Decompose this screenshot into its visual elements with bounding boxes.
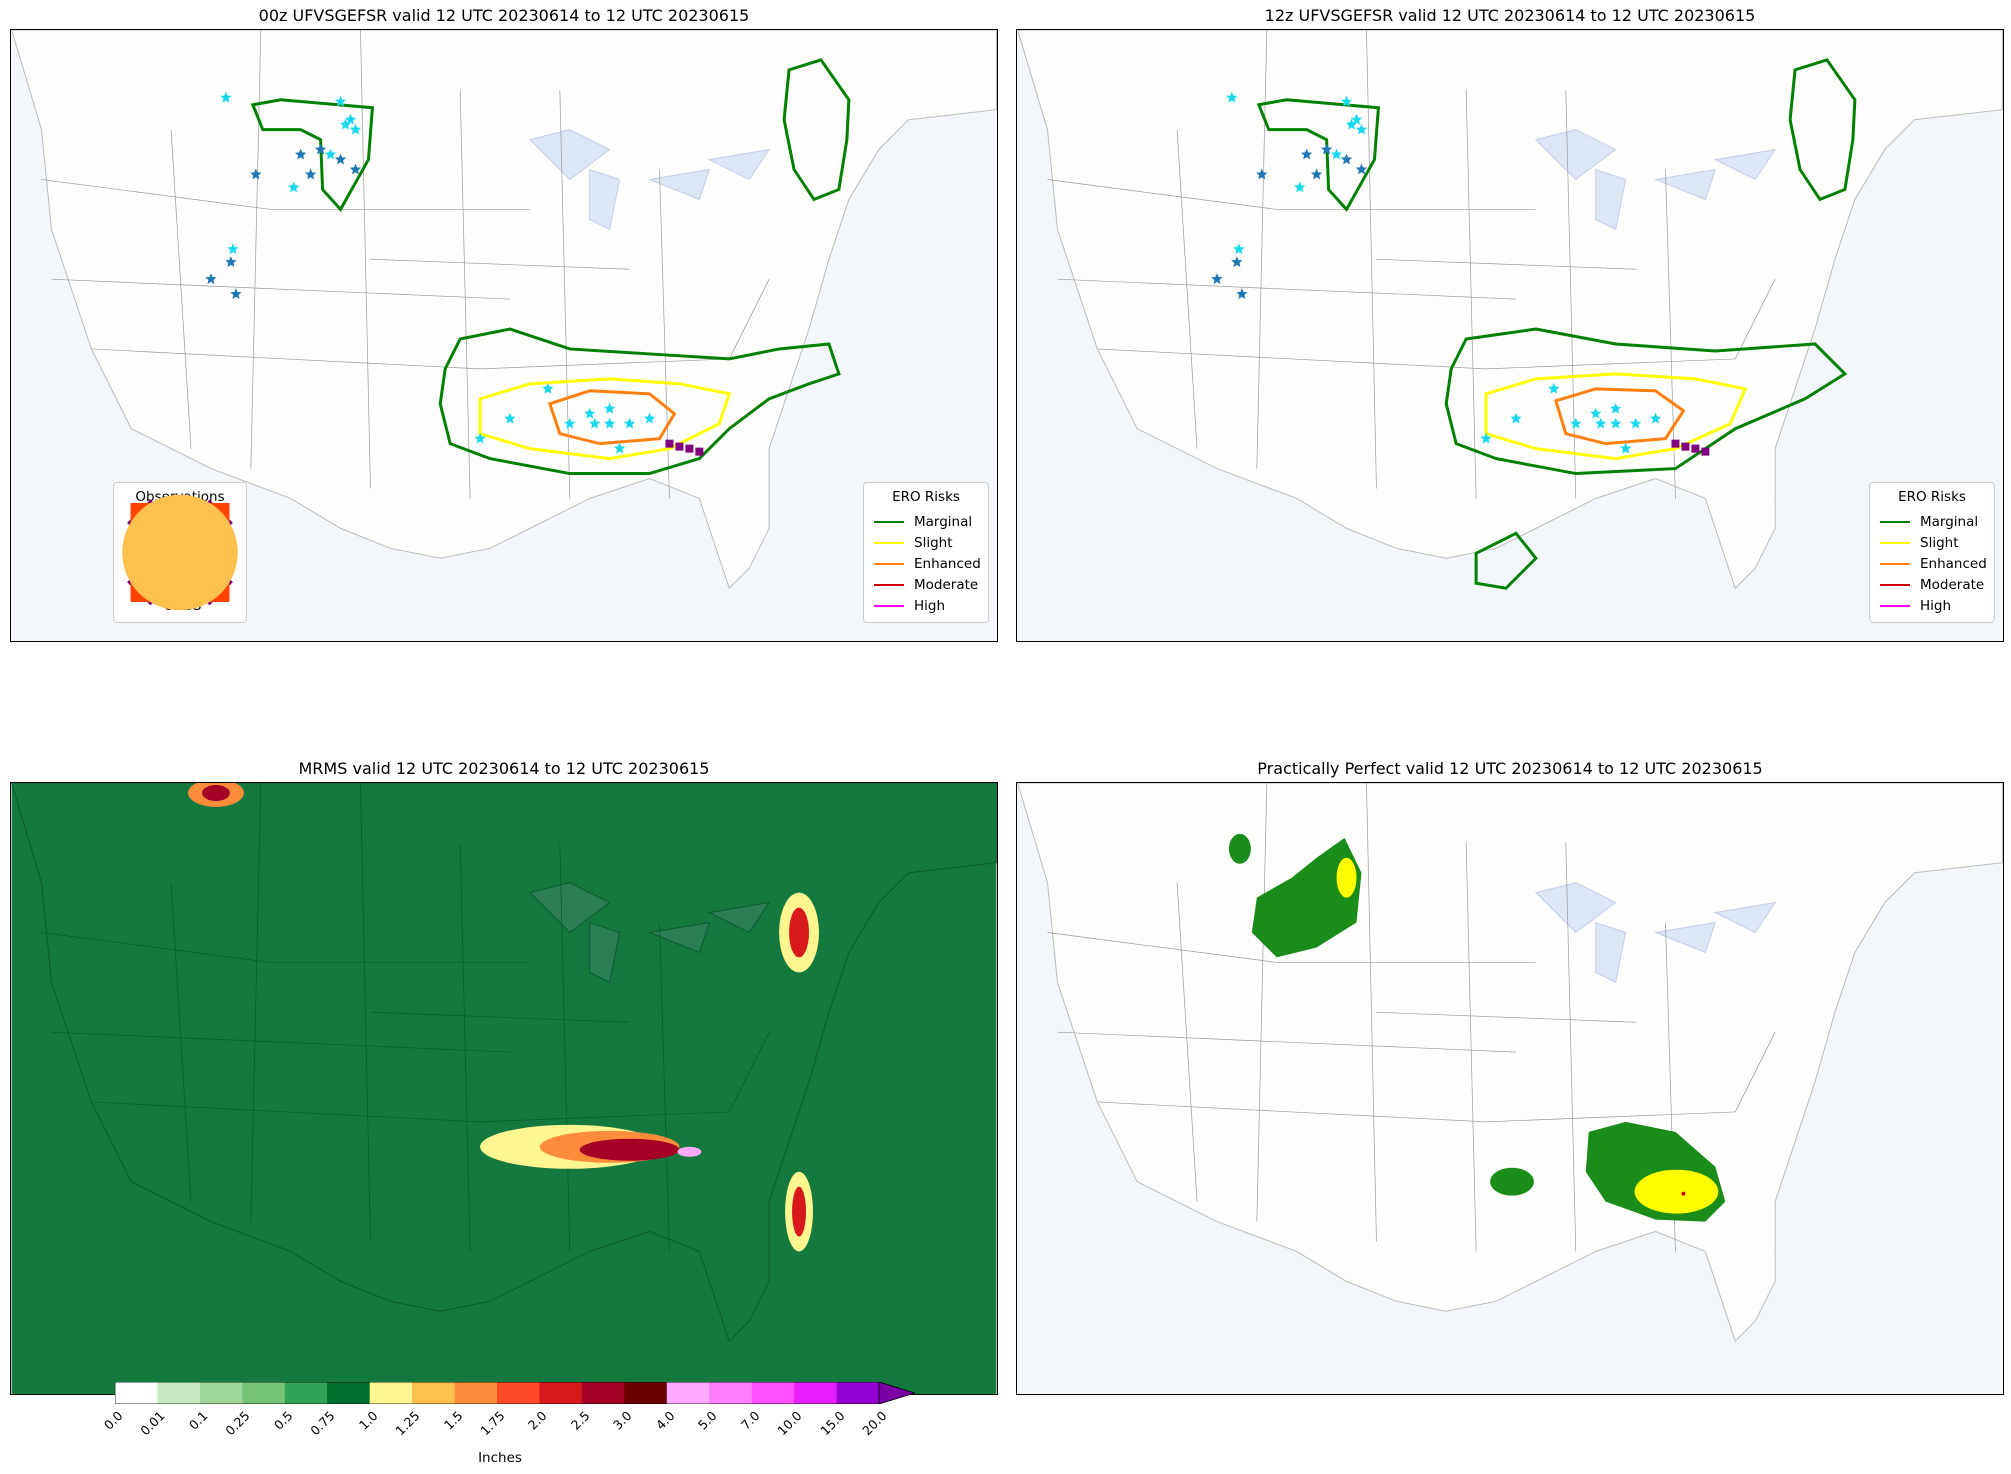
colorbar-segment xyxy=(539,1382,583,1404)
ero-legend-item-moderate: Moderate xyxy=(1880,574,1984,595)
precip-colorbar xyxy=(115,1382,915,1404)
colorbar-segment xyxy=(666,1382,710,1404)
marginal-contour-northeast xyxy=(782,58,851,202)
pp-area-southeast-core xyxy=(1634,1169,1719,1214)
pp-area-northern-plains xyxy=(1251,837,1362,958)
colorbar-segment xyxy=(412,1382,456,1404)
legend-line-swatch xyxy=(1880,599,1910,613)
legend-title: ERO Risks xyxy=(1898,489,1966,505)
ero-legend-item-enhanced: Enhanced xyxy=(874,553,981,574)
legend-line-swatch xyxy=(874,557,904,571)
legend-title: ERO Risks xyxy=(892,489,960,505)
legend-line-swatch xyxy=(1880,578,1910,592)
ero-legend-item-high: High xyxy=(874,595,978,616)
legend-marker-icon xyxy=(122,494,238,613)
colorbar-segment xyxy=(709,1382,753,1404)
map-panel-mrms[interactable] xyxy=(10,782,998,1395)
marginal-contour-northern-plains xyxy=(250,98,375,212)
observations-legend-00z: Observations ST4gARIST4gFFGLSRFLASHLSRRE… xyxy=(113,482,247,623)
ero-legend-00z: ERO Risks Marginal Slight Enhanced Moderate… xyxy=(863,482,989,623)
practically-perfect-fields xyxy=(1228,833,1726,1222)
colorbar-segment xyxy=(581,1382,625,1404)
ero-legend-item-slight: Slight xyxy=(874,532,978,553)
observation-markers-00z xyxy=(205,91,704,456)
legend-item-label: Moderate xyxy=(914,576,979,593)
legend-item-label: Marginal xyxy=(914,513,973,530)
legend-item-label: Enhanced xyxy=(1920,555,1987,572)
colorbar-segment xyxy=(199,1382,243,1404)
panel-title-12z: 12z UFVSGEFSR valid 12 UTC 20230614 to 1… xyxy=(1264,6,1756,25)
colorbar-segment xyxy=(369,1382,413,1404)
colorbar-label: Inches xyxy=(478,1450,522,1466)
panel-title-mrms: MRMS valid 12 UTC 20230614 to 12 UTC 202… xyxy=(298,759,710,778)
ero-legend-item-enhanced: Enhanced xyxy=(1880,553,1987,574)
colorbar-segment xyxy=(115,1382,158,1404)
legend-line-swatch xyxy=(1880,536,1910,550)
map-panel-12z[interactable]: ERO Risks Marginal Slight Enhanced Moderate… xyxy=(1016,29,2004,642)
ero-legend-12z: ERO Risks Marginal Slight Enhanced Moderate… xyxy=(1869,482,1995,623)
map-panel-00z[interactable]: Observations ST4gARIST4gFFGLSRFLASHLSRRE… xyxy=(10,29,998,642)
pp-area-montana-small xyxy=(1228,833,1251,864)
colorbar-extend-arrow xyxy=(878,1382,915,1404)
colorbar-segment xyxy=(327,1382,371,1404)
colorbar-segment xyxy=(794,1382,838,1404)
legend-line-swatch xyxy=(1880,515,1910,529)
ero-contours-00z xyxy=(250,58,851,476)
map-panel-practically-perfect[interactable] xyxy=(1016,782,2004,1395)
colorbar-segment xyxy=(836,1382,880,1404)
marginal-contour-south xyxy=(1444,327,1848,476)
legend-item-label: Enhanced xyxy=(914,555,981,572)
legend-line-swatch xyxy=(1880,557,1910,571)
enhanced-contour xyxy=(547,389,677,446)
mrms-background xyxy=(11,783,997,1394)
legend-item-label: Moderate xyxy=(1920,576,1985,593)
marginal-contour-northern-plains xyxy=(1256,98,1381,212)
ero-legend-item-marginal: Marginal xyxy=(1880,511,1984,532)
mrms-precip-cells xyxy=(188,783,819,1252)
marginal-contour-south xyxy=(438,327,841,476)
legend-item-label: High xyxy=(914,597,946,614)
colorbar-segment xyxy=(751,1382,795,1404)
legend-line-swatch xyxy=(874,536,904,550)
legend-line-swatch xyxy=(874,515,904,529)
legend-item-label: Slight xyxy=(1920,534,1959,551)
ero-legend-item-high: High xyxy=(1880,595,1984,616)
slight-contour xyxy=(478,377,732,461)
ero-contours-12z xyxy=(1256,58,1857,590)
legend-item-label: Slight xyxy=(914,534,953,551)
observation-markers-12z xyxy=(1211,91,1710,456)
pp-area-northern-plains-core xyxy=(1336,857,1357,898)
obs-legend-item-usgs: USGS xyxy=(122,494,238,616)
panel-title-practically-perfect: Practically Perfect valid 12 UTC 2023061… xyxy=(1257,759,1763,778)
legend-item-label: Marginal xyxy=(1920,513,1979,530)
legend-line-swatch xyxy=(874,599,904,613)
marginal-contour-gulf xyxy=(1474,531,1538,590)
ero-legend-item-moderate: Moderate xyxy=(874,574,978,595)
colorbar-segment xyxy=(454,1382,498,1404)
slight-contour xyxy=(1484,372,1748,461)
colorbar-segment xyxy=(624,1382,668,1404)
map-mrms-canvas xyxy=(11,783,997,1394)
legend-line-swatch xyxy=(874,578,904,592)
pp-area-oklahoma xyxy=(1490,1167,1534,1196)
ero-legend-item-slight: Slight xyxy=(1880,532,1984,553)
colorbar-segment xyxy=(497,1382,540,1404)
colorbar-segment xyxy=(284,1382,328,1404)
colorbar-segment xyxy=(242,1382,286,1404)
marginal-contour-northeast xyxy=(1788,58,1857,202)
enhanced-contour xyxy=(1553,387,1686,446)
panel-title-00z: 00z UFVSGEFSR valid 12 UTC 20230614 to 1… xyxy=(258,6,750,25)
colorbar-segment xyxy=(157,1382,201,1404)
ero-legend-item-marginal: Marginal xyxy=(874,511,978,532)
map-12z-canvas xyxy=(1017,30,2003,641)
legend-item-label: High xyxy=(1920,597,1952,614)
map-pp-canvas xyxy=(1017,783,2003,1394)
